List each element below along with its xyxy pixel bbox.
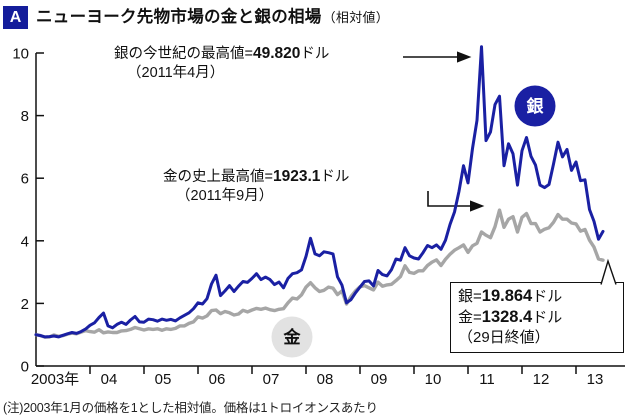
gold-high-arrow [427,191,485,212]
gold-high-text: 金の史上最高値=1923.1ドル [163,168,350,185]
x-tick-label: 06 [209,371,226,388]
y-tick-label: 8 [21,108,29,125]
gold-price-line: 金=1328.4ドル [458,308,563,326]
gold-badge [271,316,313,358]
chart-title: ニューヨーク先物市場の金と銀の相場（相対値） [36,6,389,29]
silver-high-annotation: 銀の今世紀の最高値=49.820ドル （2011年4月） [114,44,329,83]
silver-price-line: 銀=19.864ドル [458,287,563,305]
x-tick-label: 10 [425,371,442,388]
chart-title-main: ニューヨーク先物市場の金と銀の相場 [36,8,322,26]
chart-title-suffix: （相対値） [322,10,390,25]
silver-badge-label: 銀 [527,96,544,116]
x-tick-label: 11 [479,371,495,388]
price-box-note: （29日終値） [458,329,550,346]
x-tick-label: 2003年 [31,371,79,388]
footnote: (注)2003年1月の価格を1とした相対値。価格は1トロイオンスあたり [3,401,378,415]
gold-line [34,208,605,339]
y-tick-label: 4 [21,233,29,250]
x-tick-label: 04 [101,371,118,388]
x-tick-label: 09 [371,371,388,388]
x-tick-label: 13 [587,371,604,388]
silver-high-date: （2011年4月） [127,65,225,81]
y-tick-label: 0 [21,359,29,376]
gold-high-date: （2011年9月） [176,188,274,204]
section-badge: A [3,6,28,29]
silver-high-text: 銀の今世紀の最高値=49.820ドル [114,45,330,62]
y-tick-label: 6 [21,171,29,188]
x-tick-label: 12 [533,371,550,388]
y-tick-label: 10 [12,46,29,63]
gold-badge-label: 金 [283,327,302,347]
latest-price-box: 銀=19.864ドル 金=1328.4ドル （29日終値） [450,282,624,353]
x-tick-label: 05 [155,371,172,388]
silver-badge [514,85,556,127]
silver-line [34,45,605,339]
x-tick-label: 08 [317,371,334,388]
y-tick-label: 2 [21,296,29,313]
gold-high-annotation: 金の史上最高値=1923.1ドル （2011年9月） [163,167,349,206]
x-tick-label: 07 [263,371,280,388]
chart-header: A ニューヨーク先物市場の金と銀の相場（相対値） [3,6,389,29]
